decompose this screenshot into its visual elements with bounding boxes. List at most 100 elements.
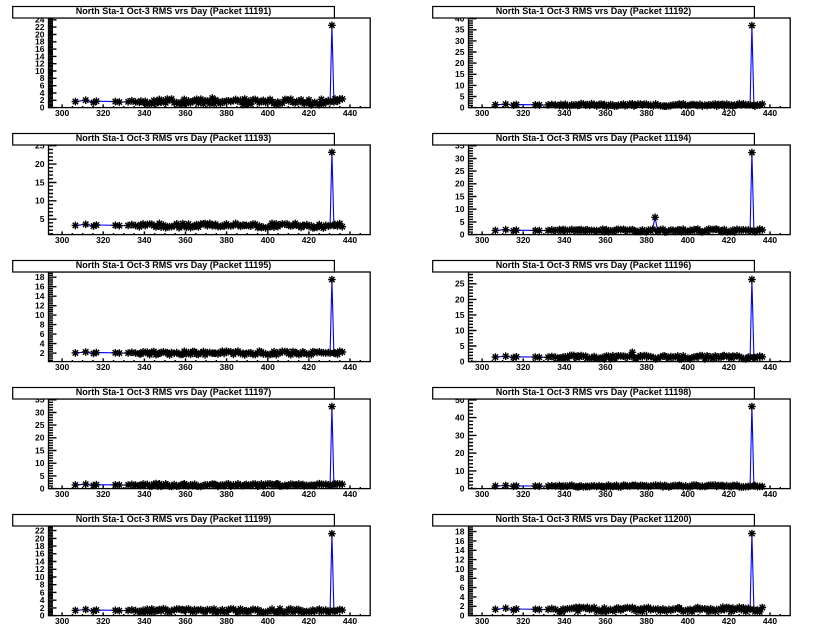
svg-text:22: 22 xyxy=(35,526,45,536)
svg-text:North Sta-1 Oct-3 RMS vrs Day: North Sta-1 Oct-3 RMS vrs Day (Packet 11… xyxy=(496,6,692,16)
svg-text:400: 400 xyxy=(261,235,275,245)
svg-text:440: 440 xyxy=(343,235,357,245)
svg-text:30: 30 xyxy=(35,407,45,417)
svg-text:10: 10 xyxy=(35,572,45,582)
svg-text:North Sta-1 Oct-3 RMS vrs Day: North Sta-1 Oct-3 RMS vrs Day (Packet 11… xyxy=(496,133,692,143)
svg-text:10: 10 xyxy=(35,458,45,468)
svg-text:15: 15 xyxy=(35,177,45,187)
svg-text:340: 340 xyxy=(557,489,571,499)
svg-text:400: 400 xyxy=(261,489,275,499)
svg-text:340: 340 xyxy=(557,616,571,626)
svg-text:320: 320 xyxy=(96,616,110,626)
svg-text:10: 10 xyxy=(35,196,45,206)
svg-text:10: 10 xyxy=(455,204,465,214)
svg-text:35: 35 xyxy=(35,395,45,405)
svg-text:420: 420 xyxy=(722,235,736,245)
svg-text:25: 25 xyxy=(35,141,45,151)
svg-text:10: 10 xyxy=(455,466,465,476)
svg-text:420: 420 xyxy=(722,108,736,118)
svg-text:20: 20 xyxy=(35,433,45,443)
svg-text:340: 340 xyxy=(557,108,571,118)
svg-text:25: 25 xyxy=(455,279,465,289)
svg-text:12: 12 xyxy=(35,564,45,574)
svg-text:0: 0 xyxy=(40,484,45,494)
svg-text:20: 20 xyxy=(35,533,45,543)
svg-text:420: 420 xyxy=(722,362,736,372)
svg-text:25: 25 xyxy=(455,166,465,176)
svg-text:360: 360 xyxy=(178,362,192,372)
svg-text:400: 400 xyxy=(681,489,695,499)
svg-text:18: 18 xyxy=(35,37,45,47)
svg-text:North Sta-1 Oct-3 RMS vrs Day: North Sta-1 Oct-3 RMS vrs Day (Packet 11… xyxy=(76,133,272,143)
svg-text:6: 6 xyxy=(460,583,465,593)
svg-text:14: 14 xyxy=(455,545,465,555)
svg-text:12: 12 xyxy=(35,59,45,69)
svg-text:20: 20 xyxy=(35,29,45,39)
svg-text:25: 25 xyxy=(35,420,45,430)
svg-text:8: 8 xyxy=(40,580,45,590)
svg-text:320: 320 xyxy=(96,362,110,372)
svg-text:380: 380 xyxy=(220,108,234,118)
svg-text:35: 35 xyxy=(455,141,465,151)
svg-text:North Sta-1 Oct-3 RMS vrs Day: North Sta-1 Oct-3 RMS vrs Day (Packet 11… xyxy=(76,6,272,16)
svg-text:16: 16 xyxy=(35,549,45,559)
svg-text:6: 6 xyxy=(40,329,45,339)
svg-text:16: 16 xyxy=(35,282,45,292)
svg-text:380: 380 xyxy=(220,616,234,626)
svg-text:North Sta-1 Oct-3 RMS vrs Day: North Sta-1 Oct-3 RMS vrs Day (Packet 11… xyxy=(76,387,272,397)
svg-text:380: 380 xyxy=(640,362,654,372)
svg-text:380: 380 xyxy=(640,235,654,245)
svg-text:40: 40 xyxy=(455,413,465,423)
svg-text:18: 18 xyxy=(455,527,465,537)
svg-text:360: 360 xyxy=(178,489,192,499)
svg-text:300: 300 xyxy=(475,616,489,626)
svg-text:380: 380 xyxy=(640,108,654,118)
svg-text:300: 300 xyxy=(475,362,489,372)
svg-text:440: 440 xyxy=(343,616,357,626)
svg-text:15: 15 xyxy=(455,191,465,201)
svg-text:360: 360 xyxy=(178,616,192,626)
svg-text:320: 320 xyxy=(516,235,530,245)
svg-text:15: 15 xyxy=(35,445,45,455)
svg-text:35: 35 xyxy=(455,25,465,35)
svg-text:360: 360 xyxy=(598,616,612,626)
svg-text:12: 12 xyxy=(35,301,45,311)
svg-text:0: 0 xyxy=(460,611,465,621)
svg-text:0: 0 xyxy=(460,484,465,494)
svg-text:4: 4 xyxy=(40,88,45,98)
svg-text:440: 440 xyxy=(763,108,777,118)
svg-text:10: 10 xyxy=(35,310,45,320)
svg-text:2: 2 xyxy=(40,348,45,358)
svg-text:4: 4 xyxy=(460,592,465,602)
svg-text:6: 6 xyxy=(40,587,45,597)
svg-text:400: 400 xyxy=(681,108,695,118)
svg-text:380: 380 xyxy=(220,489,234,499)
svg-text:340: 340 xyxy=(137,108,151,118)
svg-text:0: 0 xyxy=(40,103,45,113)
svg-text:2: 2 xyxy=(40,95,45,105)
svg-text:440: 440 xyxy=(763,362,777,372)
svg-text:400: 400 xyxy=(681,616,695,626)
svg-text:0: 0 xyxy=(460,357,465,367)
svg-text:300: 300 xyxy=(475,235,489,245)
svg-text:2: 2 xyxy=(460,601,465,611)
svg-text:5: 5 xyxy=(460,341,465,351)
svg-text:440: 440 xyxy=(343,108,357,118)
svg-text:30: 30 xyxy=(455,153,465,163)
svg-text:320: 320 xyxy=(96,489,110,499)
svg-text:2: 2 xyxy=(40,603,45,613)
svg-text:300: 300 xyxy=(55,362,69,372)
svg-text:300: 300 xyxy=(55,489,69,499)
svg-text:300: 300 xyxy=(55,235,69,245)
svg-text:440: 440 xyxy=(343,489,357,499)
svg-text:8: 8 xyxy=(40,73,45,83)
svg-text:420: 420 xyxy=(302,362,316,372)
svg-text:16: 16 xyxy=(455,536,465,546)
svg-text:4: 4 xyxy=(40,339,45,349)
svg-text:15: 15 xyxy=(455,310,465,320)
svg-text:380: 380 xyxy=(220,235,234,245)
svg-text:300: 300 xyxy=(55,108,69,118)
svg-text:40: 40 xyxy=(455,14,465,24)
svg-text:5: 5 xyxy=(40,471,45,481)
svg-text:380: 380 xyxy=(640,489,654,499)
